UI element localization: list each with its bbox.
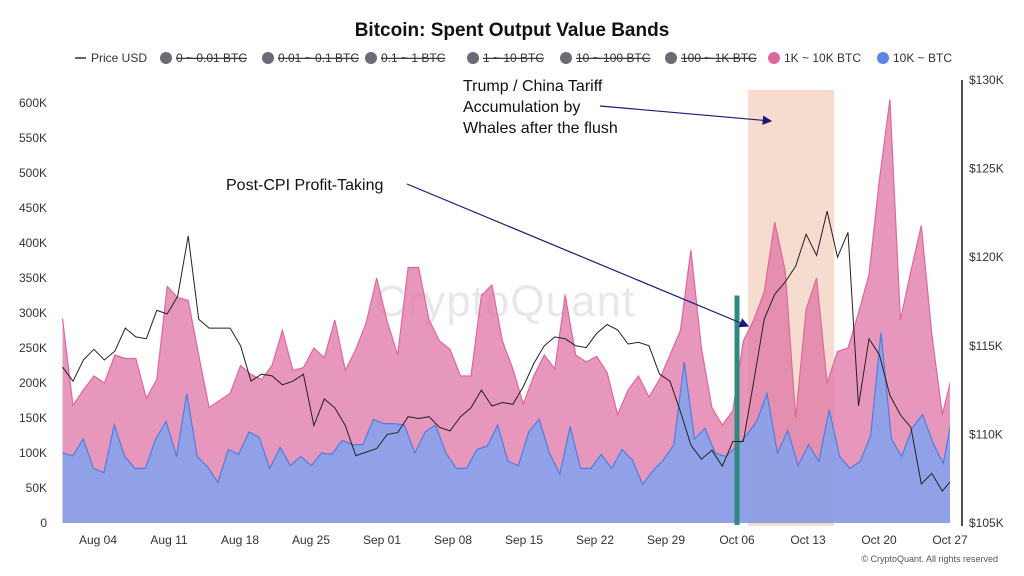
annotation-arrow-tariff <box>599 105 773 126</box>
x-tick-label: Sep 01 <box>363 533 401 547</box>
x-tick-label: Aug 11 <box>150 533 187 547</box>
x-axis: Aug 04 Aug 11 Aug 18 Aug 25 Sep 01 Sep 08 Sep … <box>79 533 968 547</box>
legend-item-5[interactable]: 10 ~ 100 BTC <box>560 51 651 65</box>
copyright-text: © CryptoQuant. All rights reserved <box>861 554 998 564</box>
legend-item-2[interactable]: 0.01 ~ 0.1 BTC <box>262 51 359 65</box>
y-left-tick-label: 0 <box>40 516 47 530</box>
annotation-arrow-post-cpi <box>406 183 750 328</box>
legend-dot-swatch <box>665 52 677 64</box>
legend-item-6[interactable]: 100 ~ 1K BTC <box>665 51 757 65</box>
annotation-post-cpi: Post-CPI Profit-Taking <box>226 177 383 194</box>
annotations: Post-CPI Profit-Taking Trump / China Tari… <box>226 78 773 328</box>
y-left-tick-label: 550K <box>19 131 47 145</box>
legend-label: 10 ~ 100 BTC <box>576 51 651 65</box>
area-layer <box>61 99 950 523</box>
x-tick-label: Oct 27 <box>932 533 968 547</box>
legend-label: 1K ~ 10K BTC <box>784 51 861 65</box>
marker-bar <box>734 295 740 525</box>
price-line <box>62 210 950 492</box>
y-left-tick-label: 50K <box>26 481 47 495</box>
annotation-tariff-line: Whales after the flush <box>463 120 618 137</box>
y-left-tick-label: 400K <box>19 236 47 250</box>
legend: Price USD 0 ~ 0.01 BTC 0.01 ~ 0.1 BTC 0.1 ~… <box>75 51 952 65</box>
legend-item-7[interactable]: 1K ~ 10K BTC <box>768 51 861 65</box>
y-right-tick-label: $120K <box>969 250 1004 264</box>
legend-dot-swatch <box>877 52 889 64</box>
x-tick-label: Oct 20 <box>861 533 897 547</box>
legend-label: 0 ~ 0.01 BTC <box>176 51 247 65</box>
price-layer <box>62 210 950 492</box>
y-left-tick-label: 100K <box>19 446 47 460</box>
legend-dot-swatch <box>262 52 274 64</box>
legend-label: Price USD <box>91 51 147 65</box>
x-tick-label: Sep 29 <box>647 533 685 547</box>
legend-label: 1 ~ 10 BTC <box>483 51 544 65</box>
legend-item-3[interactable]: 0.1 ~ 1 BTC <box>365 51 446 65</box>
legend-label: 10K ~ BTC <box>893 51 952 65</box>
y-left-tick-label: 600K <box>19 96 47 110</box>
right-y-axis: $105K $110K $115K $120K $125K $130K <box>969 73 1004 530</box>
x-tick-label: Sep 15 <box>505 533 543 547</box>
y-left-tick-label: 500K <box>19 166 47 180</box>
legend-label: 100 ~ 1K BTC <box>681 51 757 65</box>
annotation-tariff-line: Trump / China Tariff <box>463 78 603 95</box>
y-left-tick-label: 300K <box>19 306 47 320</box>
legend-dot-swatch <box>365 52 377 64</box>
legend-dot-swatch <box>467 52 479 64</box>
x-tick-label: Aug 25 <box>292 533 330 547</box>
x-tick-label: Aug 18 <box>221 533 259 547</box>
y-right-tick-label: $110K <box>969 427 1003 441</box>
y-left-tick-label: 250K <box>19 341 47 355</box>
y-right-tick-label: $130K <box>969 73 1004 87</box>
x-tick-label: Oct 06 <box>719 533 755 547</box>
area-outline-1 <box>62 332 950 486</box>
legend-label: 0.1 ~ 1 BTC <box>381 51 446 65</box>
area-fill-1 <box>62 332 950 523</box>
left-y-axis: 0 50K 100K 150K 200K 250K 300K 350K 400K 450K 500K… <box>19 96 47 530</box>
marker-layer <box>734 295 740 525</box>
legend-dot-swatch <box>560 52 572 64</box>
legend-item-1[interactable]: 0 ~ 0.01 BTC <box>160 51 247 65</box>
x-tick-label: Aug 04 <box>79 533 117 547</box>
y-right-tick-label: $115K <box>969 339 1003 353</box>
legend-item-0[interactable]: Price USD <box>75 51 147 65</box>
y-right-tick-label: $105K <box>969 516 1004 530</box>
legend-dot-swatch <box>160 52 172 64</box>
y-left-tick-label: 150K <box>19 411 47 425</box>
legend-label: 0.01 ~ 0.1 BTC <box>278 51 359 65</box>
annotation-tariff: Trump / China Tariff Accumulation by Whale… <box>463 78 618 137</box>
legend-item-8[interactable]: 10K ~ BTC <box>877 51 952 65</box>
y-left-tick-label: 350K <box>19 271 47 285</box>
area-fill-0 <box>62 99 950 523</box>
legend-dot-swatch <box>768 52 780 64</box>
y-left-tick-label: 200K <box>19 376 47 390</box>
y-right-tick-label: $125K <box>969 162 1004 176</box>
legend-item-4[interactable]: 1 ~ 10 BTC <box>467 51 544 65</box>
x-tick-label: Oct 13 <box>790 533 826 547</box>
annotation-tariff-line: Accumulation by <box>463 99 580 116</box>
x-tick-label: Sep 22 <box>576 533 614 547</box>
area-outline-0 <box>61 99 950 427</box>
y-left-tick-label: 450K <box>19 201 47 215</box>
x-tick-label: Sep 08 <box>434 533 472 547</box>
chart-title: Bitcoin: Spent Output Value Bands <box>355 20 670 41</box>
